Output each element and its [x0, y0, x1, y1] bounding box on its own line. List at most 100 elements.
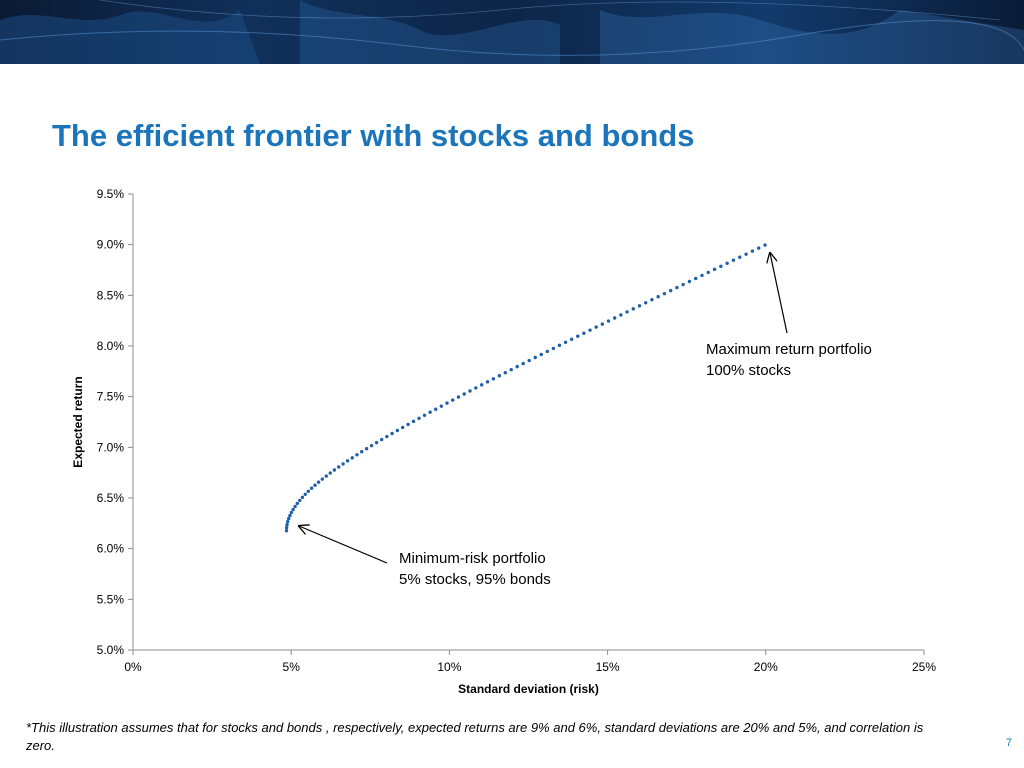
frontier-point	[288, 513, 292, 518]
frontier-point	[650, 298, 654, 302]
frontier-point	[497, 374, 502, 378]
frontier-point	[479, 383, 484, 387]
frontier-point	[285, 523, 289, 527]
frontier-point	[337, 465, 341, 469]
frontier-point	[341, 462, 345, 466]
frontier-point	[284, 529, 289, 533]
frontier-point	[395, 428, 400, 433]
y-tick-label: 6.5%	[97, 491, 125, 505]
frontier-point	[503, 371, 507, 375]
frontier-point	[345, 459, 350, 463]
frontier-point	[675, 285, 679, 290]
frontier-point	[563, 340, 568, 345]
world-map-graphic	[0, 0, 1024, 64]
y-axis-title: Expected return	[71, 376, 85, 467]
frontier-point	[744, 252, 748, 256]
frontier-point	[656, 295, 660, 299]
page-number: 7	[1005, 737, 1012, 749]
frontier-point	[300, 495, 305, 500]
frontier-point	[406, 422, 410, 427]
frontier-point	[400, 425, 405, 430]
frontier-point	[313, 483, 317, 487]
header-banner	[0, 0, 1024, 64]
y-tick-label: 8.0%	[97, 339, 125, 353]
frontier-point	[295, 501, 300, 506]
slide-title: The efficient frontier with stocks and b…	[52, 118, 695, 153]
frontier-point	[328, 471, 332, 475]
frontier-point	[379, 437, 384, 442]
frontier-point	[324, 474, 328, 478]
footnote: *This illustration assumes that for stoc…	[26, 720, 924, 753]
x-tick-label: 0%	[124, 660, 142, 674]
frontier-point	[316, 480, 321, 484]
frontier-point	[291, 507, 295, 512]
frontier-point	[385, 434, 389, 439]
frontier-point	[422, 413, 427, 417]
frontier-point	[309, 486, 314, 490]
y-tick-label: 8.5%	[97, 288, 125, 302]
frontier-point	[557, 343, 562, 348]
frontier-point	[286, 519, 290, 524]
frontier-point	[428, 410, 432, 414]
frontier-point	[738, 255, 742, 259]
frontier-point	[527, 358, 531, 363]
frontier-point	[594, 325, 598, 329]
chart-axes: 5.0% 5.5% 6.0% 6.5% 7.0% 7.5% 8.0% 8.5% 9.0% 9.5%…	[71, 187, 936, 696]
annotation-label: Maximum return portfolio	[706, 341, 872, 358]
frontier-point	[491, 377, 496, 381]
frontier-point	[700, 273, 704, 278]
frontier-point	[451, 398, 455, 402]
frontier-point	[719, 264, 723, 269]
frontier-point	[644, 301, 648, 305]
frontier-point	[687, 279, 692, 284]
frontier-point	[582, 331, 586, 335]
frontier-point	[668, 288, 673, 293]
frontier-point	[662, 291, 667, 296]
x-axis-title: Standard deviation (risk)	[458, 682, 599, 696]
frontier-point	[600, 322, 605, 326]
frontier-point	[303, 492, 307, 497]
annotation-label: 100% stocks	[706, 362, 791, 379]
frontier-point	[706, 270, 710, 275]
annotation-arrow	[770, 253, 788, 334]
y-tick-label: 5.5%	[97, 592, 125, 606]
frontier-point	[625, 310, 629, 314]
frontier-point	[725, 261, 729, 265]
y-tick-label: 9.5%	[97, 187, 125, 201]
frontier-point	[694, 276, 698, 281]
x-tick-label: 10%	[437, 660, 461, 674]
frontier-point	[485, 380, 490, 384]
frontier-point	[569, 337, 574, 341]
frontier-point	[763, 243, 767, 247]
frontier-point	[545, 349, 550, 354]
frontier-point	[712, 267, 717, 272]
frontier-point	[456, 395, 461, 399]
frontier-point	[533, 355, 537, 360]
y-tick-label: 7.5%	[97, 390, 125, 404]
annotation-label: 5% stocks, 95% bonds	[399, 571, 551, 588]
frontier-point	[355, 453, 359, 457]
frontier-point	[390, 431, 394, 436]
chart-annotations: Maximum return portfolio 100% stocks Minim…	[299, 253, 872, 588]
frontier-point	[606, 319, 611, 323]
frontier-point	[474, 386, 478, 390]
frontier-point	[462, 392, 466, 396]
frontier-point	[369, 443, 374, 448]
frontier-point	[360, 450, 364, 454]
x-tick-label: 5%	[283, 660, 301, 674]
frontier-point	[417, 416, 421, 421]
frontier-point	[374, 440, 379, 445]
frontier-point	[509, 367, 513, 372]
frontier-point	[551, 346, 556, 351]
frontier-point	[521, 361, 525, 366]
x-tick-label: 25%	[912, 660, 936, 674]
y-tick-label: 6.0%	[97, 542, 125, 556]
frontier-point	[619, 313, 623, 317]
frontier-series	[284, 243, 767, 533]
frontier-point	[350, 456, 354, 460]
frontier-point	[332, 468, 337, 472]
frontier-point	[293, 504, 297, 509]
frontier-point	[612, 316, 617, 320]
frontier-point	[445, 401, 449, 405]
